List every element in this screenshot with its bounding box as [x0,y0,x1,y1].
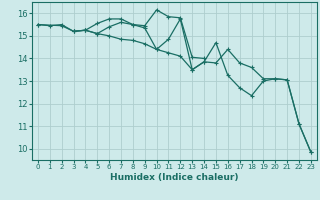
X-axis label: Humidex (Indice chaleur): Humidex (Indice chaleur) [110,173,239,182]
